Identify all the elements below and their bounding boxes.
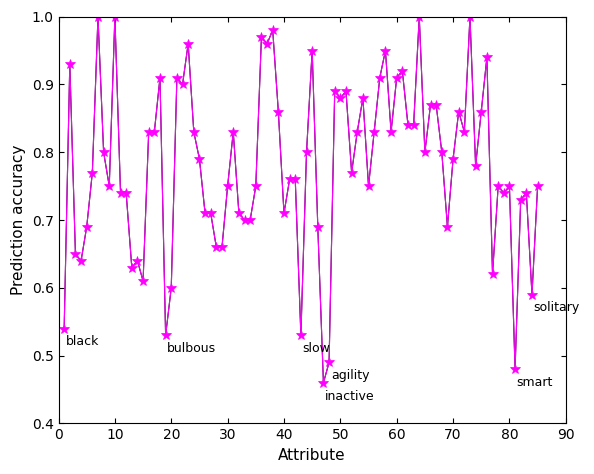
Text: inactive: inactive	[325, 390, 375, 402]
Text: solitary: solitary	[533, 301, 580, 314]
Text: black: black	[66, 335, 99, 348]
Y-axis label: Prediction accuracy: Prediction accuracy	[11, 145, 26, 295]
X-axis label: Attribute: Attribute	[279, 448, 346, 463]
Text: smart: smart	[517, 376, 553, 389]
Text: slow: slow	[302, 342, 330, 355]
Text: bulbous: bulbous	[168, 342, 216, 355]
Text: agility: agility	[331, 369, 369, 382]
